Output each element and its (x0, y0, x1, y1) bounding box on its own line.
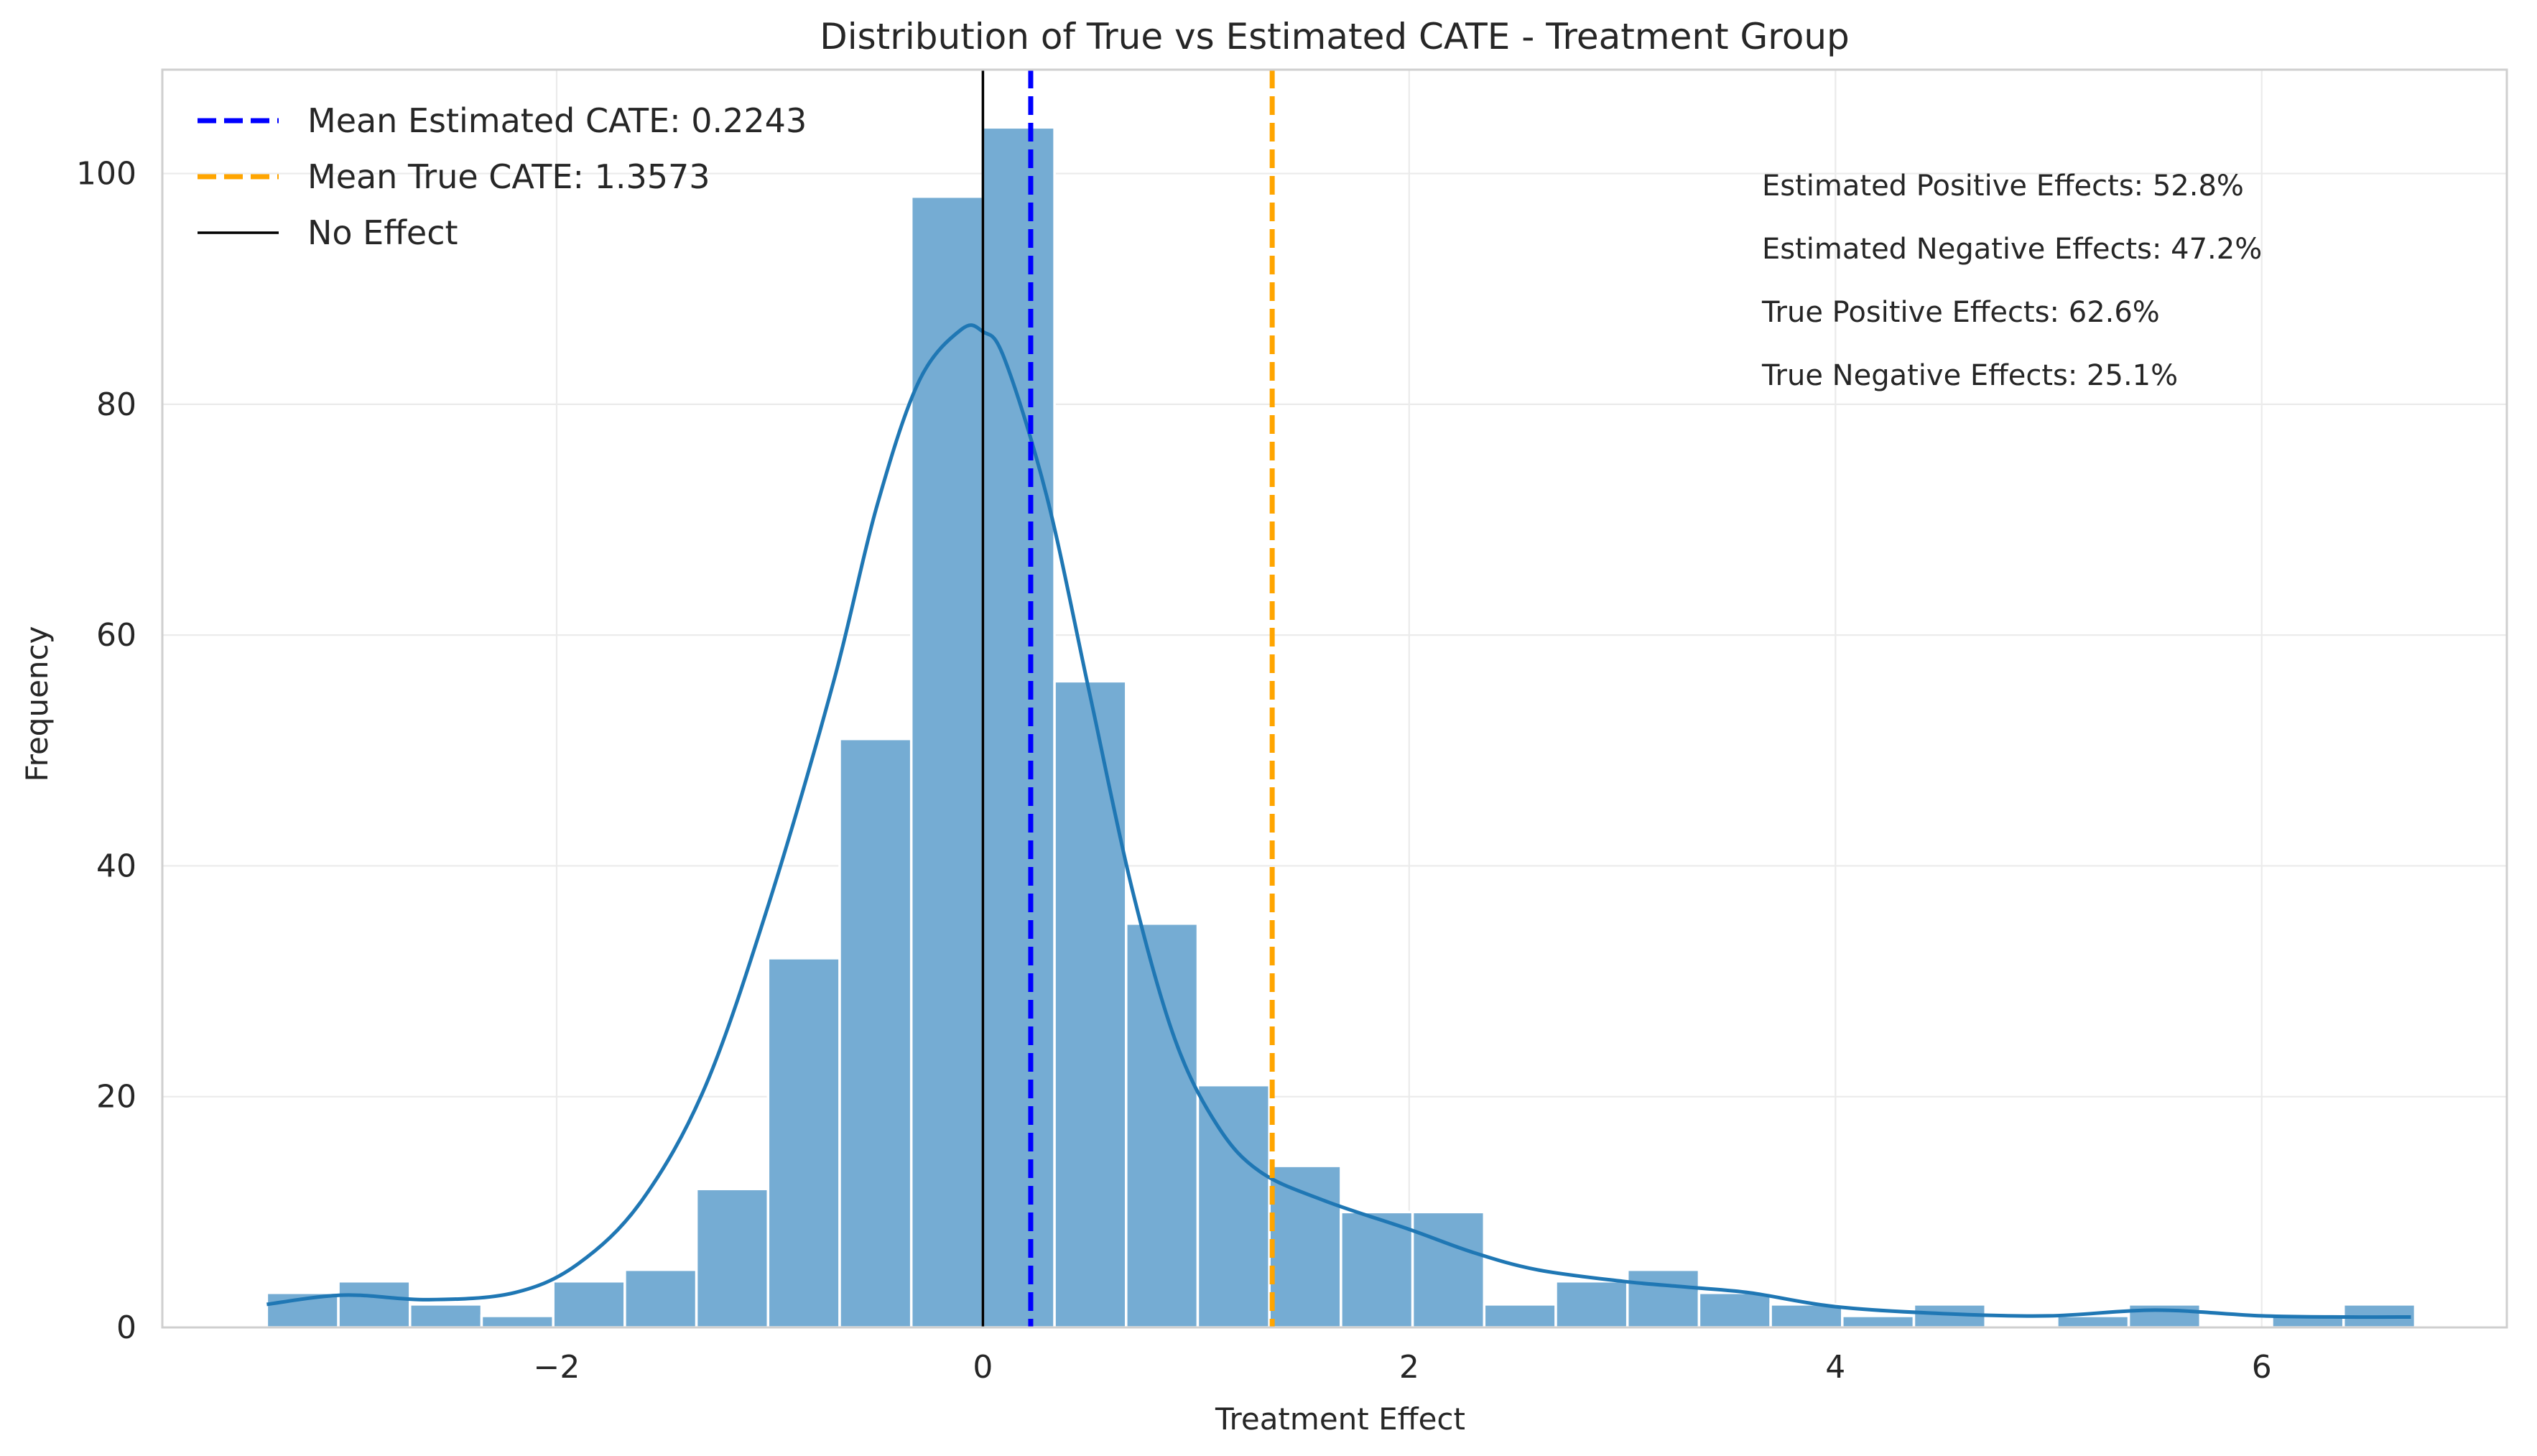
y-tick-label: 60 (96, 617, 136, 654)
reference-lines (981, 70, 1275, 1327)
histogram-bar (1483, 1303, 1557, 1329)
histogram-bar (1053, 680, 1128, 1329)
y-axis-ticks: 0 20 40 60 80 100 (76, 156, 136, 1346)
histogram-bar (480, 1314, 555, 1329)
legend-entry: Mean Estimated CATE: 0.2243 (307, 101, 807, 140)
histogram-bar (1411, 1210, 1486, 1329)
y-tick-label: 20 (96, 1079, 136, 1116)
histogram-bar (695, 1187, 770, 1329)
y-tick-label: 0 (116, 1309, 136, 1346)
y-axis-label: Frequency (19, 626, 55, 782)
annotation-text: True Negative Effects: 25.1% (1761, 359, 2178, 392)
x-tick-label: 0 (973, 1349, 993, 1386)
y-tick-label: 40 (96, 848, 136, 884)
histogram-bar (409, 1303, 483, 1329)
legend-entry: No Effect (307, 213, 458, 252)
annotation-box: Estimated Positive Effects: 52.8% Estimat… (1761, 170, 2262, 392)
histogram-bar (2127, 1303, 2202, 1329)
histogram-bar (1268, 1164, 1342, 1329)
x-tick-label: 6 (2252, 1349, 2272, 1386)
histogram-bar (2056, 1314, 2130, 1329)
kde-curve (266, 323, 2411, 1320)
annotation-text: Estimated Negative Effects: 47.2% (1762, 233, 2262, 266)
histogram-bar (1554, 1279, 1629, 1329)
histogram-bar (766, 957, 841, 1329)
legend: Mean Estimated CATE: 0.2243 Mean True CAT… (198, 101, 807, 252)
histogram-bar (1697, 1292, 1772, 1329)
legend-entry: Mean True CATE: 1.3573 (307, 157, 710, 196)
x-tick-label: 4 (1825, 1349, 1845, 1386)
histogram-bar (1841, 1314, 1916, 1329)
histogram-bar (623, 1268, 698, 1329)
y-tick-label: 80 (96, 386, 136, 423)
x-tick-label: −2 (534, 1349, 580, 1386)
histogram-bar (552, 1279, 626, 1329)
y-tick-label: 100 (76, 156, 136, 193)
histogram-bar (1196, 1083, 1271, 1329)
x-axis-ticks: −2 0 2 4 6 (534, 1349, 2272, 1386)
annotation-text: Estimated Positive Effects: 52.8% (1762, 170, 2244, 203)
histogram-bar (981, 126, 1056, 1329)
axes-frame (161, 68, 2508, 1329)
histogram-bar (1340, 1210, 1414, 1329)
histogram-bar (909, 195, 985, 1329)
chart-title: Distribution of True vs Estimated CATE -… (820, 16, 1850, 57)
histogram-bar (337, 1279, 412, 1329)
histogram-bar (1625, 1268, 1701, 1329)
histogram-bar (838, 737, 913, 1329)
histogram-bar (1125, 922, 1200, 1329)
x-tick-label: 2 (1399, 1349, 1419, 1386)
annotation-text: True Positive Effects: 62.6% (1761, 296, 2160, 329)
x-axis-label: Treatment Effect (1215, 1401, 1465, 1437)
